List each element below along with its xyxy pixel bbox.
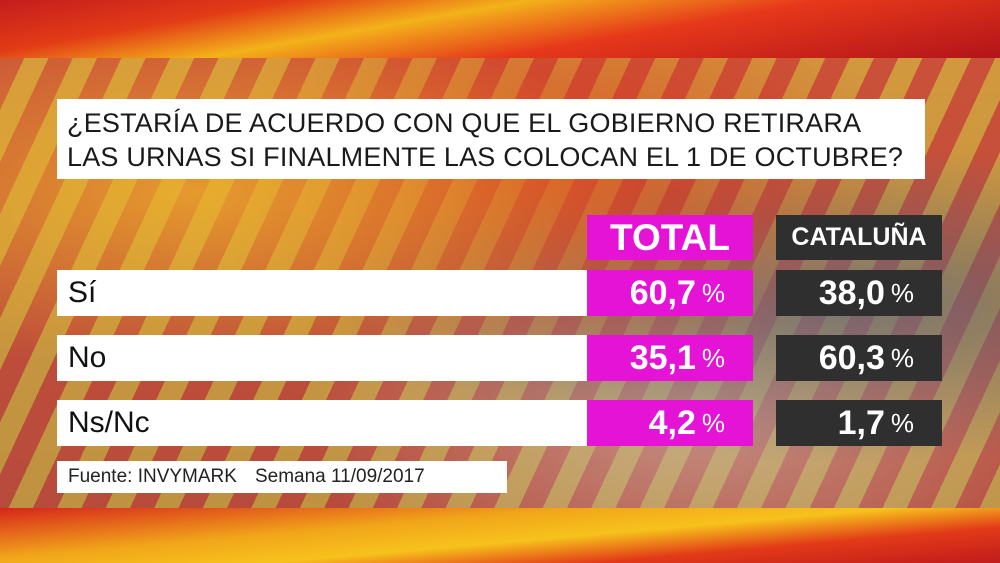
value-cataluna-nsnc: 1,7	[837, 403, 885, 442]
source-label: Fuente: INVYMARK	[68, 466, 237, 487]
value-cataluna-no: 60,3	[818, 338, 885, 377]
percent-sign: %	[890, 342, 914, 373]
percent-sign: %	[701, 277, 725, 308]
value-total-si: 60,7	[629, 273, 696, 312]
cell-total-si: 60,7%	[587, 270, 753, 316]
value-cataluna-si: 38,0	[818, 273, 885, 312]
row-label-nsnc: Ns/Nc	[57, 400, 587, 446]
question-line-2: LAS URNAS SI FINALMENTE LAS COLOCAN EL 1…	[67, 142, 904, 172]
percent-sign: %	[701, 407, 725, 438]
header-cataluna: CATALUÑA	[776, 215, 942, 260]
question-box: ¿ESTARÍA DE ACUERDO CON QUE EL GOBIERNO …	[57, 99, 925, 179]
cell-cataluna-nsnc: 1,7%	[776, 400, 942, 446]
percent-sign: %	[890, 277, 914, 308]
percent-sign: %	[890, 407, 914, 438]
percent-sign: %	[701, 342, 725, 373]
header-total: TOTAL	[587, 215, 753, 260]
row-label-no: No	[57, 335, 587, 381]
value-total-nsnc: 4,2	[648, 403, 696, 442]
source-box: Fuente: INVYMARK Semana 11/09/2017	[57, 461, 507, 493]
flag-background-bottom	[0, 508, 1000, 563]
cell-total-nsnc: 4,2%	[587, 400, 753, 446]
question-line-1: ¿ESTARÍA DE ACUERDO CON QUE EL GOBIERNO …	[67, 108, 862, 138]
cell-cataluna-no: 60,3%	[776, 335, 942, 381]
value-total-no: 35,1	[629, 338, 696, 377]
cell-cataluna-si: 38,0%	[776, 270, 942, 316]
week-label: Semana 11/09/2017	[254, 466, 425, 487]
row-label-si: Sí	[57, 270, 587, 316]
cell-total-no: 35,1%	[587, 335, 753, 381]
flag-background-top	[0, 0, 1000, 58]
